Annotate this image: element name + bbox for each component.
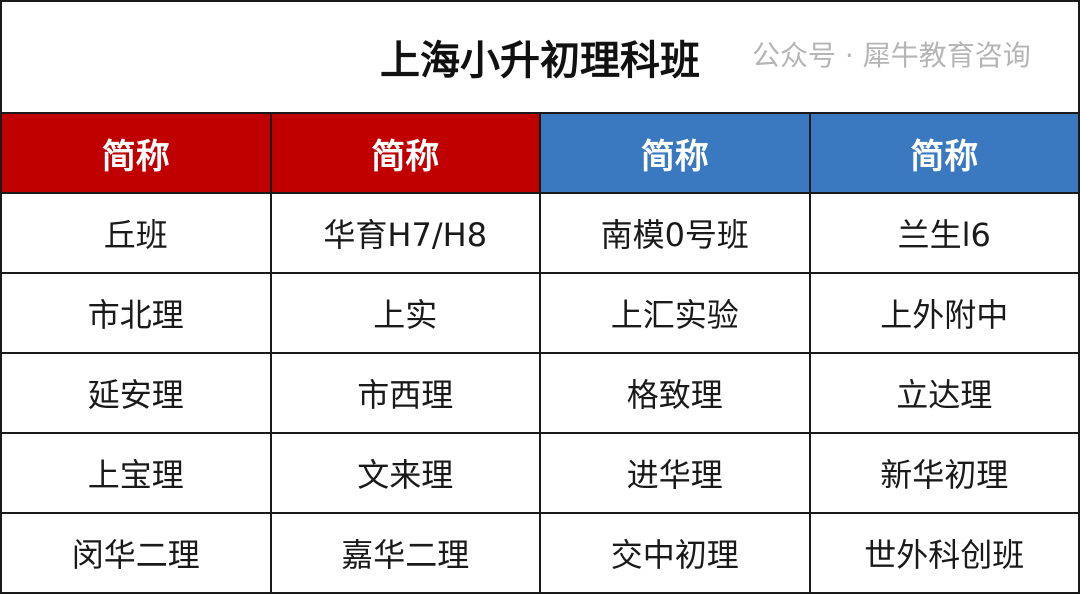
column-header: 简称 xyxy=(0,112,272,194)
table-cell: 上汇实验 xyxy=(539,272,811,354)
table-row: 延安理 市西理 格致理 立达理 xyxy=(0,352,1080,434)
table-cell: 兰生l6 xyxy=(808,192,1080,274)
table-cell: 华育H7/H8 xyxy=(269,192,541,274)
table-cell: 市西理 xyxy=(269,352,541,434)
table-cell: 文来理 xyxy=(269,432,541,514)
table-cell: 南模0号班 xyxy=(539,192,811,274)
column-header: 简称 xyxy=(539,112,811,194)
column-header: 简称 xyxy=(808,112,1080,194)
table-row: 上宝理 文来理 进华理 新华初理 xyxy=(0,432,1080,514)
table-cell: 嘉华二理 xyxy=(269,512,541,594)
table-row: 闵华二理 嘉华二理 交中初理 世外科创班 xyxy=(0,512,1080,594)
header-row: 简称 简称 简称 简称 xyxy=(0,112,1080,194)
table-cell: 上宝理 xyxy=(0,432,272,514)
table-cell: 世外科创班 xyxy=(808,512,1080,594)
table-cell: 市北理 xyxy=(0,272,272,354)
table-cell: 闵华二理 xyxy=(0,512,272,594)
table-cell: 立达理 xyxy=(808,352,1080,434)
table-title: 上海小升初理科班 xyxy=(0,0,1080,114)
table-row: 市北理 上实 上汇实验 上外附中 xyxy=(0,272,1080,354)
table-cell: 上外附中 xyxy=(808,272,1080,354)
table-cell: 延安理 xyxy=(0,352,272,434)
table-cell: 格致理 xyxy=(539,352,811,434)
table-cell: 交中初理 xyxy=(539,512,811,594)
table-row: 丘班 华育H7/H8 南模0号班 兰生l6 xyxy=(0,192,1080,274)
table-cell: 新华初理 xyxy=(808,432,1080,514)
table-cell: 进华理 xyxy=(539,432,811,514)
table-cell: 丘班 xyxy=(0,192,272,274)
column-header: 简称 xyxy=(269,112,541,194)
table-cell: 上实 xyxy=(269,272,541,354)
